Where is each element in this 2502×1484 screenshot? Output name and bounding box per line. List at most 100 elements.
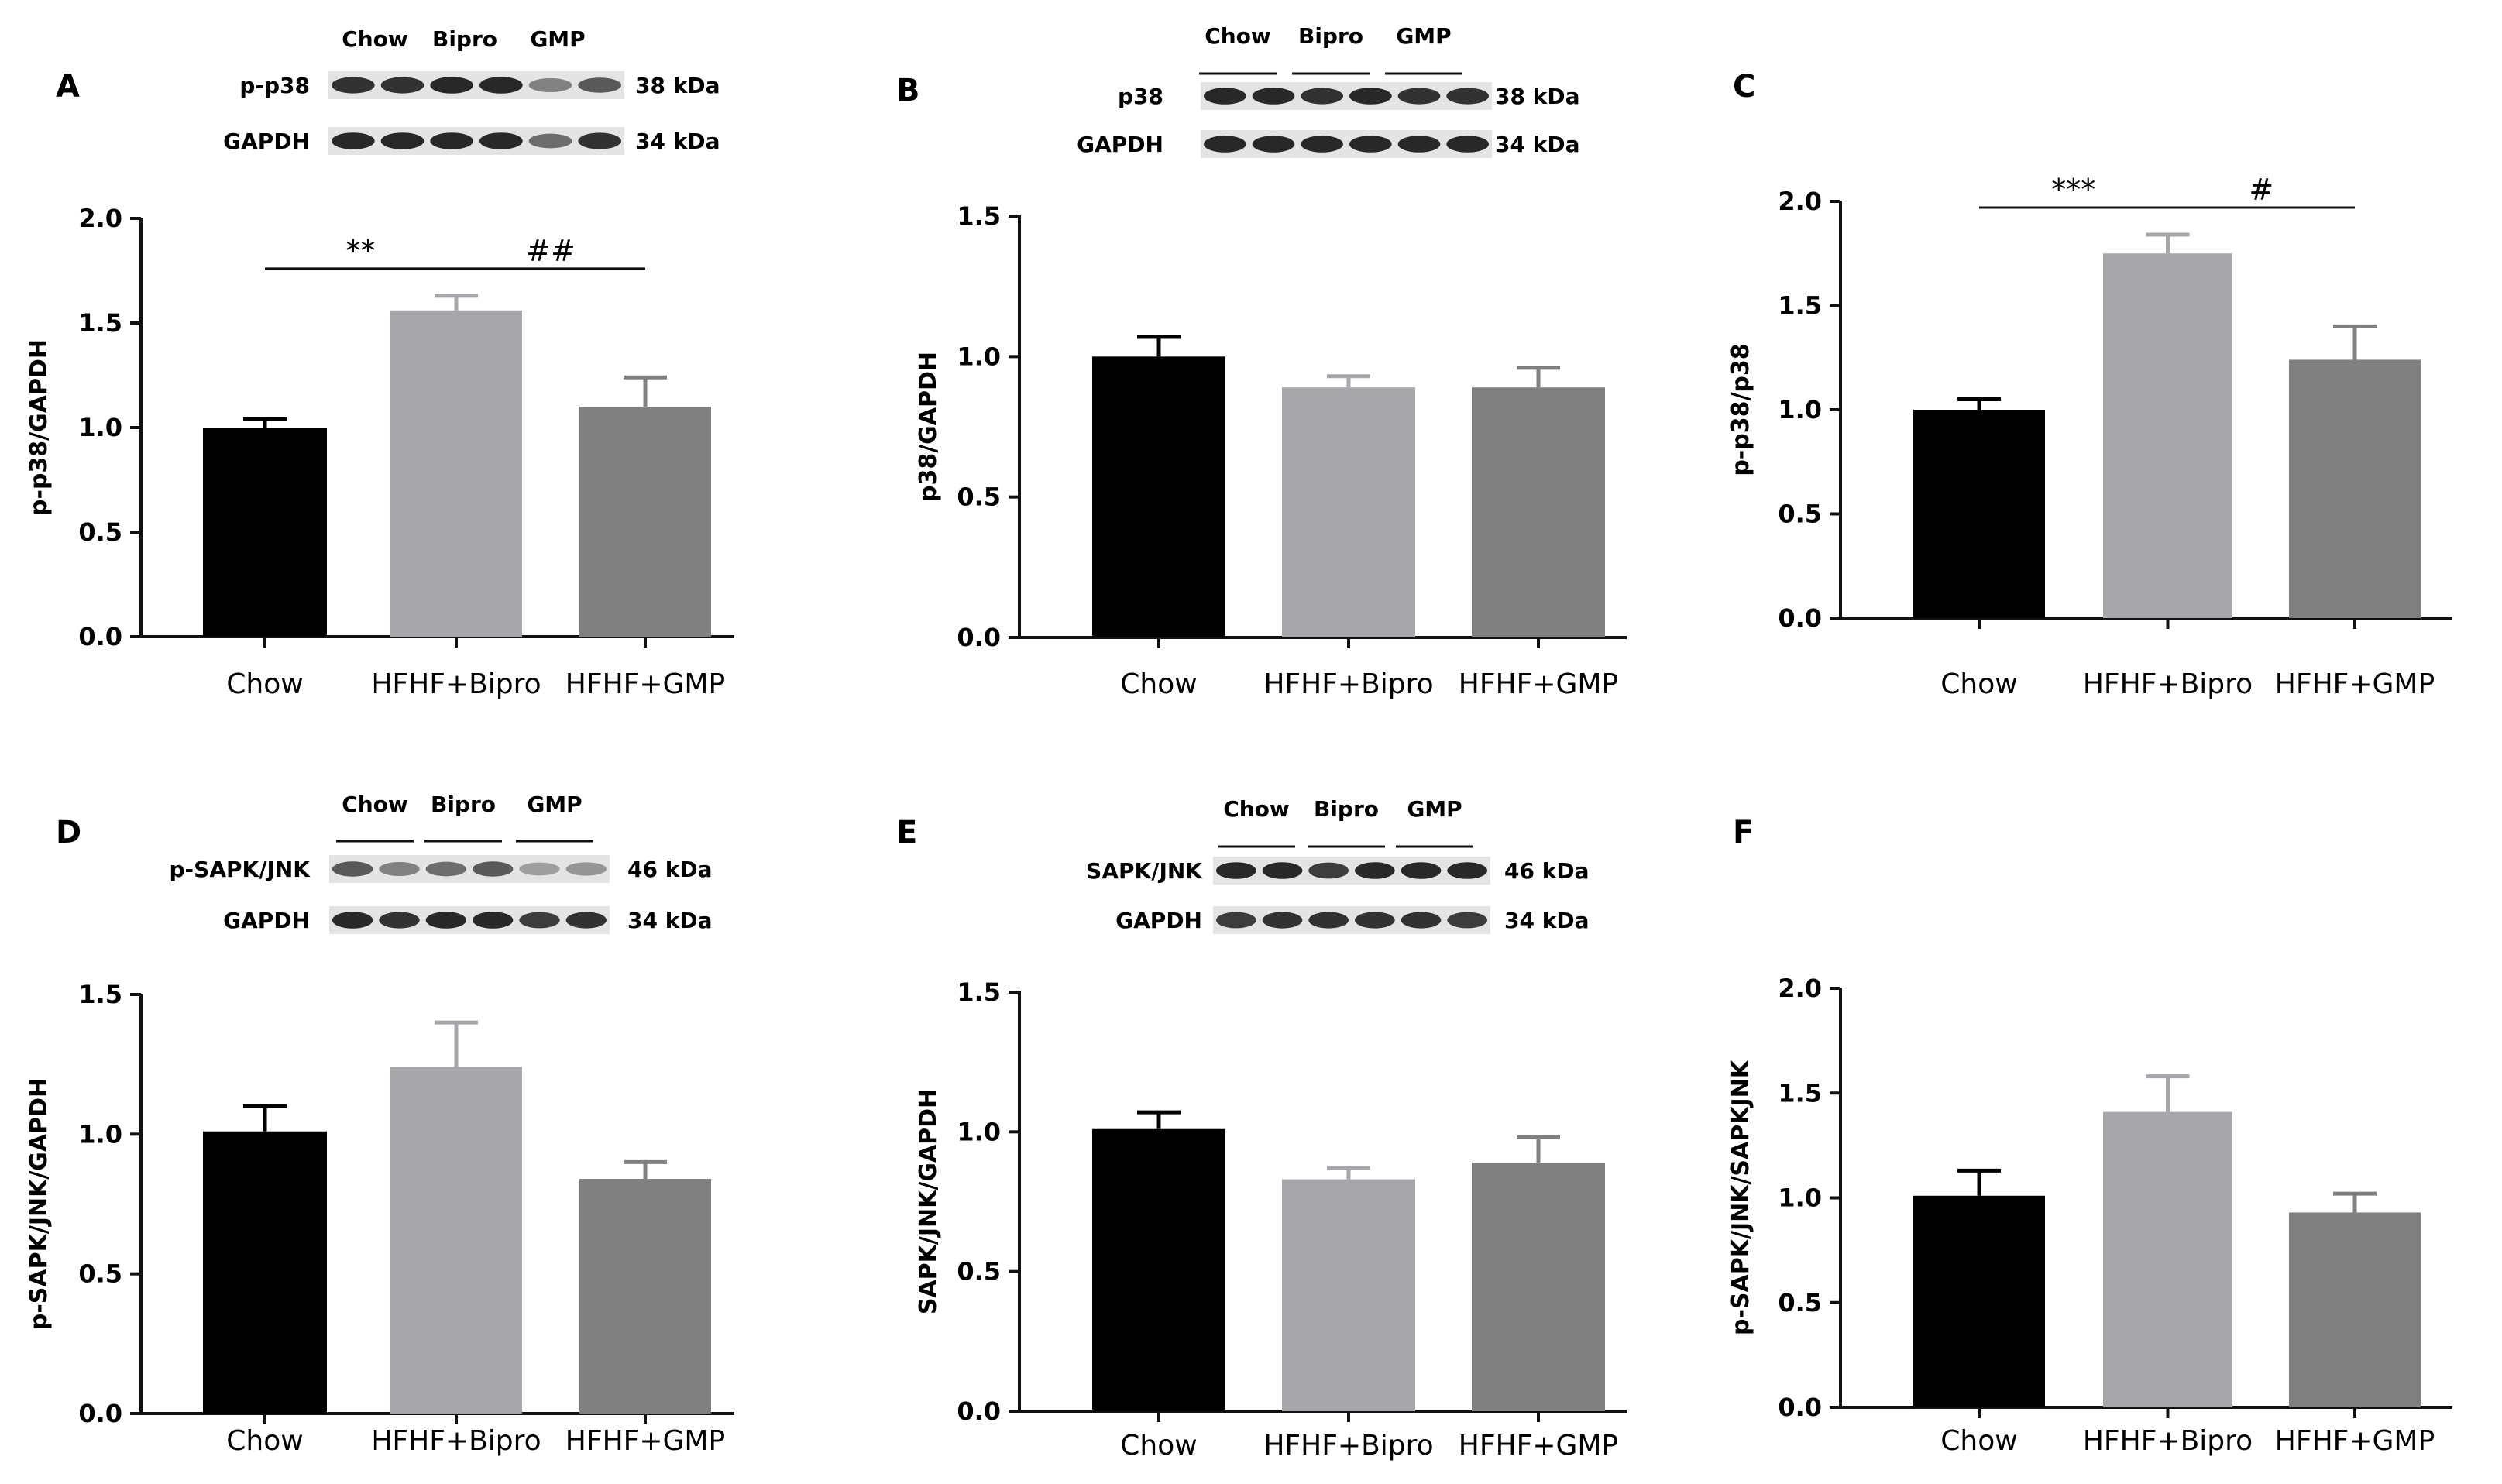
blot-band: [519, 862, 560, 876]
blot-kda-label: 34 kDa: [1495, 132, 1579, 157]
panel-label: A: [56, 69, 80, 105]
blot-protein-label: GAPDH: [223, 908, 310, 933]
bar: [390, 310, 522, 637]
blot-strip: [1213, 906, 1490, 934]
blot-lane-label: Chow: [342, 26, 408, 52]
bar: [1282, 387, 1415, 637]
blot-band: [1262, 862, 1303, 879]
blot-band: [380, 77, 424, 94]
blot-band: [1355, 912, 1395, 929]
blot-lane-label: Bipro: [1298, 23, 1363, 49]
panel-label: E: [896, 815, 917, 850]
x-category-label: HFHF+Bipro: [2083, 668, 2253, 700]
y-tick-label: 0.0: [1778, 1393, 1822, 1422]
panel-f: F 0.0 0.5 1.0 1.5 2.0 p-SAPK/JNK/SAPKJNK Chow HF…: [1727, 815, 2452, 1457]
x-category-label: HFHF+Bipro: [1263, 668, 1433, 700]
significance-label: ***: [2051, 173, 2095, 207]
blot-band: [380, 132, 424, 149]
blot-band: [528, 133, 572, 149]
blot-band: [1446, 88, 1489, 105]
blot-band: [1252, 88, 1295, 105]
y-tick-label: 1.0: [78, 413, 122, 442]
bar: [1913, 410, 2045, 618]
blot-band: [1252, 136, 1295, 153]
blot-kda-label: 46 kDa: [1504, 858, 1589, 884]
blot-band: [430, 132, 474, 149]
y-tick-label: 0.5: [957, 1257, 1001, 1286]
y-tick-label: 0.5: [957, 483, 1001, 512]
blot-band: [379, 912, 420, 929]
panel-b: B 0.0 0.5 1.0 1.5 p38/GAPDH Chow HFHF+Bipro HFHF…: [896, 23, 1627, 700]
western-blot: Chow Bipro GMP p38 38 kDa GAPDH 34 kDa: [1077, 23, 1579, 158]
x-category-label: Chow: [226, 1425, 303, 1457]
x-category-label: HFHF+GMP: [2275, 668, 2435, 700]
blot-band: [479, 77, 523, 94]
x-category-label: HFHF+GMP: [565, 1425, 725, 1457]
blot-band: [430, 77, 474, 94]
y-axis-label: p-SAPK/JNK/SAPKJNK: [1727, 1059, 1754, 1335]
y-tick-label: 1.5: [957, 201, 1001, 231]
x-category-label: Chow: [1940, 1425, 2017, 1457]
bar: [203, 428, 327, 637]
y-axis-label: p-SAPK/JNK/GAPDH: [26, 1078, 53, 1330]
bar: [1472, 387, 1605, 637]
blot-band: [332, 132, 375, 149]
y-tick-label: 0.5: [78, 517, 122, 547]
y-tick-label: 1.0: [78, 1119, 122, 1149]
blot-lane-label: Chow: [342, 792, 408, 817]
bar: [2103, 253, 2232, 618]
bar: [390, 1067, 522, 1414]
y-axis-label: p-p38/GAPDH: [26, 339, 53, 516]
blot-band: [1401, 862, 1442, 879]
blot-kda-label: 34 kDa: [1504, 908, 1589, 933]
western-blot: Chow Bipro GMP p-SAPK/JNK 46 kDa GAPDH 34 kDa: [170, 792, 712, 934]
bar: [1472, 1163, 1605, 1411]
y-tick-label: 0.0: [78, 1399, 122, 1428]
bar: [2289, 359, 2421, 618]
blot-band: [332, 77, 375, 94]
blot-band: [1397, 136, 1441, 153]
blot-protein-label: GAPDH: [223, 129, 310, 154]
blot-strip: [328, 71, 624, 99]
blot-kda-label: 38 kDa: [635, 73, 720, 98]
blot-lane-label: GMP: [527, 792, 582, 817]
blot-band: [425, 912, 466, 929]
blot-band: [1204, 136, 1246, 153]
blot-band: [565, 862, 607, 876]
blot-kda-label: 46 kDa: [627, 857, 712, 882]
blot-protein-label: SAPK/JNK: [1086, 858, 1203, 884]
y-tick-label: 2.0: [1778, 974, 1822, 1003]
blot-lane-label: GMP: [530, 26, 585, 52]
x-category-label: HFHF+Bipro: [2083, 1425, 2253, 1457]
blot-protein-label: p-SAPK/JNK: [170, 857, 311, 882]
panel-c: C 0.0 0.5 1.0 1.5 2.0 p-p38/p38 Chow HFHF+Bipro H…: [1727, 69, 2452, 700]
blot-band: [1447, 862, 1487, 879]
x-category-label: HFHF+Bipro: [371, 668, 541, 700]
blot-band: [1447, 912, 1487, 929]
blot-band: [1216, 862, 1256, 879]
blot-kda-label: 34 kDa: [627, 908, 712, 933]
blot-band: [1349, 88, 1392, 105]
blot-band: [1301, 136, 1343, 153]
blot-band: [1401, 912, 1442, 929]
y-tick-label: 1.0: [957, 1117, 1001, 1146]
blot-band: [1301, 88, 1343, 105]
significance-label: ##: [526, 234, 576, 268]
x-category-label: Chow: [1940, 668, 2017, 700]
y-tick-label: 1.5: [1778, 1078, 1822, 1108]
panel-e: E 0.0 0.5 1.0 1.5 SAPK/JNK/GAPDH Chow HFHF+Bipr…: [896, 796, 1627, 1462]
blot-kda-label: 34 kDa: [635, 129, 720, 154]
y-tick-label: 0.0: [1778, 603, 1822, 633]
blot-band: [528, 78, 572, 92]
y-tick-label: 1.0: [1778, 1183, 1822, 1213]
blot-lane-label: Bipro: [432, 26, 497, 52]
bar: [1282, 1179, 1415, 1411]
blot-strip: [1201, 82, 1492, 110]
blot-band: [519, 912, 560, 929]
western-blot: Chow Bipro GMP SAPK/JNK 46 kDa GAPDH 34 kDa: [1086, 796, 1589, 934]
y-tick-label: 0.5: [1778, 1288, 1822, 1317]
y-tick-label: 0.0: [78, 622, 122, 651]
blot-kda-label: 38 kDa: [1495, 84, 1579, 109]
blot-band: [578, 77, 622, 93]
blot-lane-label: GMP: [1396, 23, 1451, 49]
